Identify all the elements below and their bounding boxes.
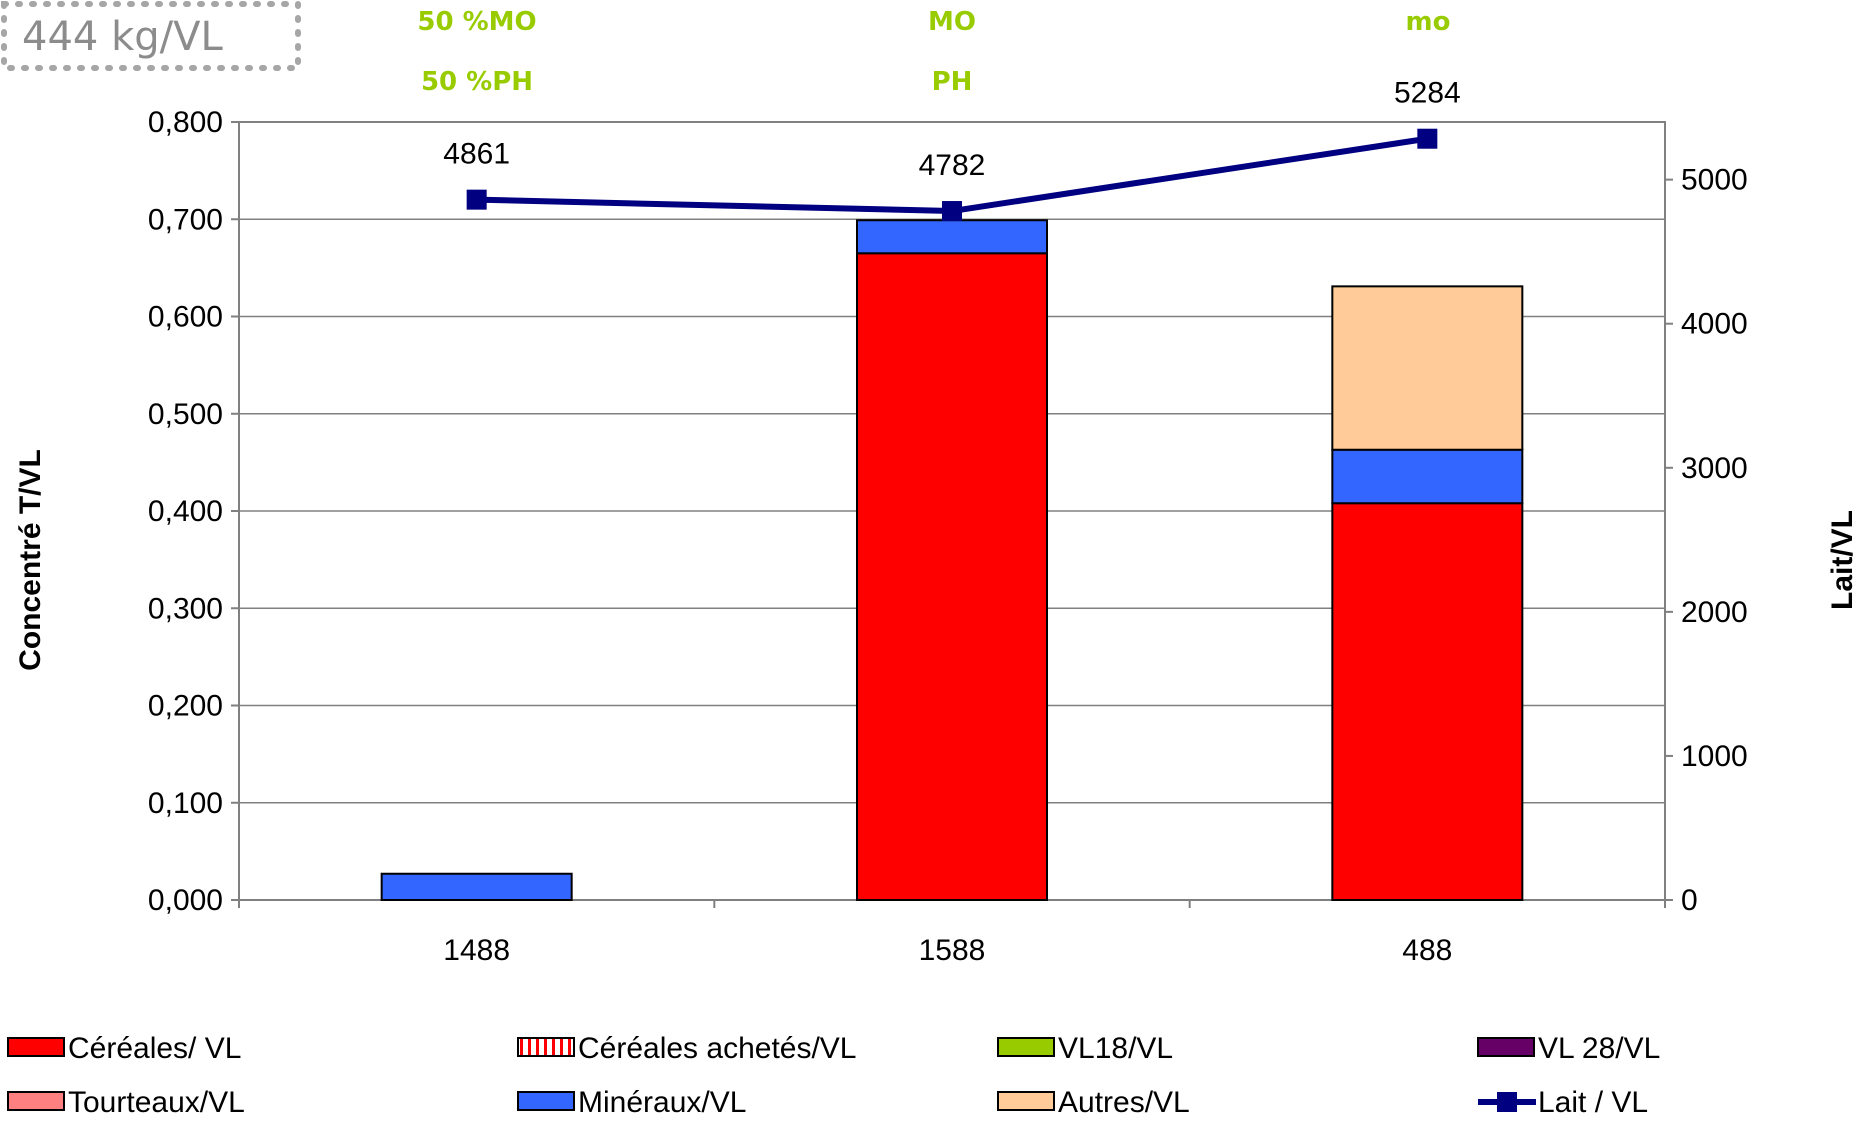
legend-item: Autres/VL <box>997 1086 1190 1119</box>
y-tick-label: 0,500 <box>148 398 223 431</box>
bars <box>380 219 1524 902</box>
y2-tick-label: 3000 <box>1681 452 1748 485</box>
y-tick-label: 0,000 <box>148 884 223 917</box>
top-label-1-line1: 50 %MO <box>417 7 536 37</box>
top-label-2-line2: PH <box>932 67 973 97</box>
legend-label: Céréales/ VL <box>68 1032 241 1065</box>
milk-line: 4861 4782 5284 <box>443 77 1461 222</box>
y-tick-label: 0,200 <box>148 690 223 723</box>
bar-segment <box>1331 502 1524 901</box>
y2-tick-label: 5000 <box>1681 164 1748 197</box>
legend-label: Autres/VL <box>1058 1086 1190 1119</box>
legend-label: VL 28/VL <box>1538 1032 1660 1065</box>
legend-swatch <box>7 1037 65 1057</box>
legend-item: VL 28/VL <box>1477 1032 1660 1065</box>
top-label-3-line1: mo <box>1406 7 1451 37</box>
bar-segment <box>856 252 1048 902</box>
legend-item: Céréales achetés/VL <box>517 1032 857 1065</box>
y2-tick-label: 4000 <box>1681 308 1748 341</box>
milk-data-label: 5284 <box>1394 77 1461 110</box>
weight-badge: 444 kg/VL <box>1 1 301 71</box>
legend-swatch <box>7 1091 65 1111</box>
legend-swatch <box>997 1091 1055 1111</box>
y-tick-label: 0,600 <box>148 301 223 334</box>
top-label-1-line2: 50 %PH <box>421 67 533 97</box>
legend-swatch-marker <box>1497 1092 1517 1112</box>
y-tick-label: 0,400 <box>148 495 223 528</box>
y2-tick-label: 0 <box>1681 884 1698 917</box>
x-tick-label: 1488 <box>443 934 510 967</box>
legend-label: Minéraux/VL <box>578 1086 746 1119</box>
milk-point <box>466 189 487 210</box>
y-tick-label: 0,700 <box>148 203 223 236</box>
bar-segment <box>856 219 1048 255</box>
legend-label: VL18/VL <box>1058 1032 1173 1065</box>
legend-swatch <box>1477 1037 1535 1057</box>
milk-point <box>1417 128 1438 149</box>
y-tick-label: 0,100 <box>148 787 223 820</box>
axes <box>231 121 1673 908</box>
legend-swatch <box>517 1037 575 1057</box>
badge-text: 444 kg/VL <box>22 14 223 60</box>
legend-item: Tourteaux/VL <box>7 1086 245 1119</box>
legend-label: Céréales achetés/VL <box>578 1032 857 1065</box>
y2-tick-label: 1000 <box>1681 740 1748 773</box>
y-axis-title: Concentré T/VL <box>14 449 47 671</box>
legend-item: Lait / VL <box>1478 1086 1648 1119</box>
legend-label: Lait / VL <box>1538 1086 1648 1119</box>
y2-tick-label: 2000 <box>1681 596 1748 629</box>
milk-data-label: 4861 <box>443 138 510 171</box>
legend-swatch <box>997 1037 1055 1057</box>
legend-swatch <box>517 1091 575 1111</box>
legend-item: Minéraux/VL <box>517 1086 746 1119</box>
y-tick-label: 0,800 <box>148 106 223 139</box>
bar-segment <box>380 872 573 901</box>
legend-item: Céréales/ VL <box>7 1032 241 1065</box>
y2-axis-title: Lait/VL <box>1826 510 1859 610</box>
x-tick-label: 488 <box>1402 934 1452 967</box>
x-tick-label: 1588 <box>919 934 986 967</box>
legend: Céréales/ VL Céréales achetés/VL VL18/VL VL… <box>7 1032 1660 1119</box>
milk-point <box>942 201 962 222</box>
tick-labels: 0,000 0,100 0,200 0,300 0,400 0,500 0,600 0,700… <box>148 106 1748 967</box>
bar-segment <box>1331 448 1524 505</box>
milk-data-label: 4782 <box>919 149 986 182</box>
bar-segment <box>1331 285 1524 451</box>
y-tick-label: 0,300 <box>148 592 223 625</box>
top-label-2-line1: MO <box>928 7 976 37</box>
legend-item: VL18/VL <box>997 1032 1173 1065</box>
legend-label: Tourteaux/VL <box>68 1086 245 1119</box>
